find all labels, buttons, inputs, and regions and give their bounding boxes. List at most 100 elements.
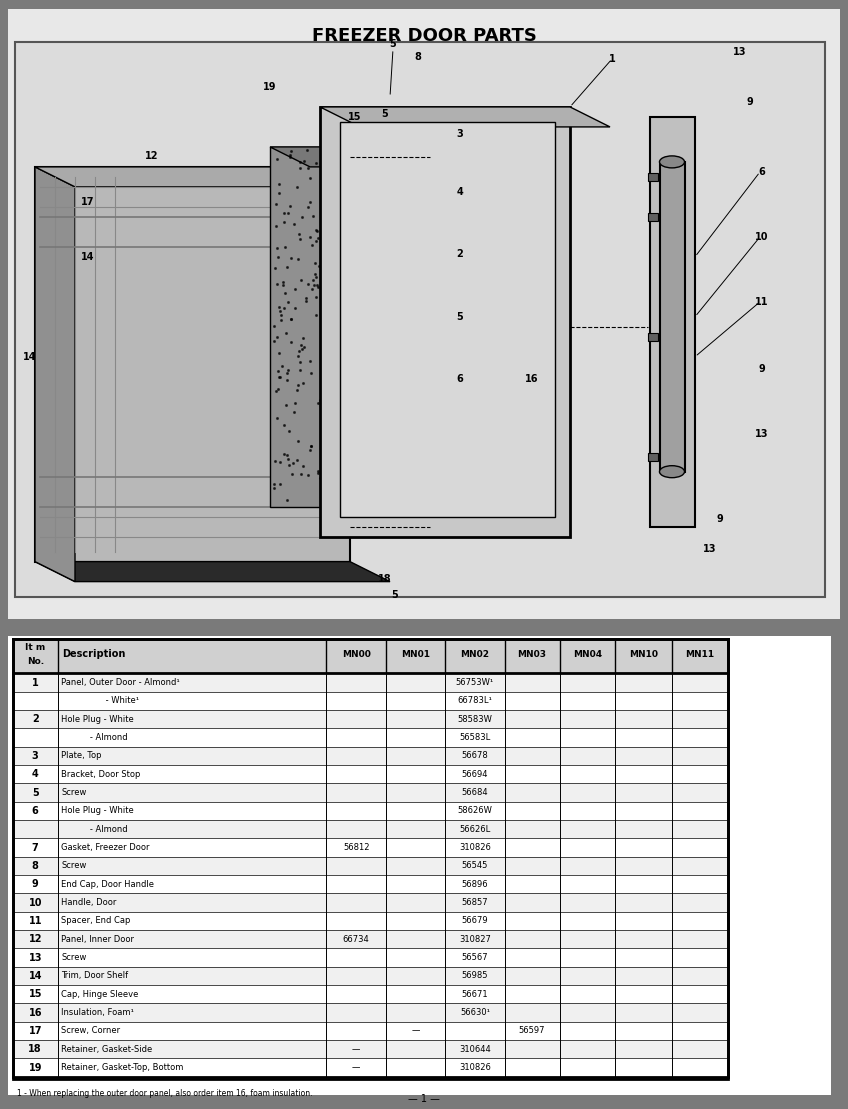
Point: [310, 233, 323, 251]
Text: 3: 3: [456, 129, 463, 139]
Point: [290, 177, 304, 195]
Point: [327, 413, 341, 430]
Point: [348, 477, 361, 495]
Polygon shape: [35, 166, 75, 581]
Point: [324, 174, 338, 192]
Point: [347, 278, 360, 296]
Ellipse shape: [660, 156, 684, 167]
Point: [362, 440, 376, 458]
Point: [413, 175, 427, 193]
Text: 56671: 56671: [461, 989, 488, 999]
Text: No.: No.: [26, 657, 44, 667]
Point: [391, 285, 404, 303]
Point: [416, 144, 430, 162]
Text: Trim, Door Shelf: Trim, Door Shelf: [61, 971, 128, 980]
Point: [375, 407, 388, 425]
Point: [378, 143, 392, 161]
Point: [277, 298, 291, 316]
Point: [290, 451, 304, 469]
Text: 56694: 56694: [461, 770, 488, 779]
Point: [331, 424, 344, 441]
Point: [410, 321, 424, 338]
Point: [404, 174, 417, 192]
Point: [297, 329, 310, 347]
Text: Insulation, Foam¹: Insulation, Foam¹: [61, 1008, 134, 1017]
Point: [291, 433, 304, 450]
Text: 310827: 310827: [459, 935, 491, 944]
Point: [376, 462, 389, 480]
Bar: [648, 452, 658, 460]
Point: [342, 306, 355, 324]
Point: [271, 328, 284, 346]
Point: [356, 306, 370, 324]
Point: [319, 488, 332, 506]
Point: [346, 380, 360, 398]
Point: [365, 396, 378, 414]
Bar: [648, 173, 658, 181]
Point: [347, 378, 360, 396]
Point: [361, 176, 375, 194]
Point: [365, 305, 378, 323]
Point: [404, 464, 418, 481]
Point: [413, 292, 427, 309]
Point: [363, 274, 377, 292]
Text: Gasket, Freezer Door: Gasket, Freezer Door: [61, 843, 149, 852]
Point: [366, 273, 380, 291]
Point: [305, 281, 319, 298]
Point: [357, 428, 371, 446]
Text: 13: 13: [756, 429, 769, 439]
Point: [385, 469, 399, 487]
Point: [364, 359, 377, 377]
Point: [293, 353, 307, 370]
Text: Hole Plug - White: Hole Plug - White: [61, 806, 134, 815]
Text: 4: 4: [456, 187, 463, 197]
Point: [410, 186, 423, 204]
Text: 5: 5: [382, 109, 388, 119]
Point: [366, 354, 380, 372]
Point: [303, 193, 316, 211]
Point: [311, 228, 325, 246]
Point: [375, 206, 388, 224]
Point: [387, 480, 400, 498]
Text: 14: 14: [29, 970, 42, 980]
Point: [358, 370, 371, 388]
Point: [398, 287, 411, 305]
Point: [315, 385, 328, 403]
Text: - White¹: - White¹: [61, 696, 139, 705]
Point: [331, 207, 344, 225]
Point: [343, 147, 357, 165]
Text: —: —: [352, 1045, 360, 1054]
Point: [337, 407, 350, 425]
Point: [311, 277, 325, 295]
Point: [299, 289, 313, 307]
Point: [315, 231, 328, 248]
Point: [304, 437, 318, 455]
Point: [391, 247, 404, 265]
Point: [410, 395, 424, 413]
Point: [396, 414, 410, 431]
Point: [392, 180, 405, 197]
Text: Screw, Corner: Screw, Corner: [61, 1026, 120, 1036]
Point: [404, 481, 417, 499]
Bar: [13, 930, 728, 948]
Point: [337, 475, 350, 492]
Point: [363, 406, 377, 424]
Point: [352, 446, 365, 464]
Point: [350, 362, 364, 379]
Text: 56630¹: 56630¹: [460, 1008, 490, 1017]
Point: [285, 465, 298, 482]
Point: [406, 253, 420, 271]
Point: [273, 454, 287, 471]
Point: [360, 452, 373, 470]
Polygon shape: [320, 106, 610, 126]
Point: [311, 394, 325, 411]
Point: [355, 314, 369, 332]
Point: [404, 268, 418, 286]
Point: [274, 311, 287, 328]
Point: [293, 231, 306, 248]
Point: [392, 348, 405, 366]
Point: [365, 385, 379, 403]
Point: [400, 486, 414, 503]
Point: [286, 455, 299, 472]
Point: [397, 230, 410, 247]
